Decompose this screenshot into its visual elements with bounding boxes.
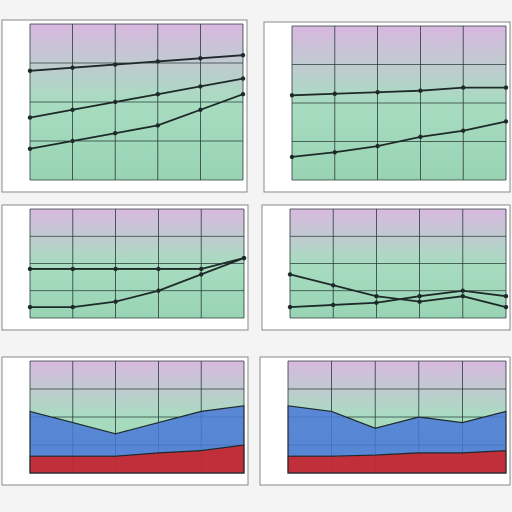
point xyxy=(461,128,466,133)
point xyxy=(155,92,160,97)
point xyxy=(27,266,33,272)
point xyxy=(418,134,423,140)
point xyxy=(503,85,509,90)
point xyxy=(331,302,336,308)
point xyxy=(289,154,295,160)
area xyxy=(29,444,245,474)
line xyxy=(289,289,507,308)
line xyxy=(29,77,244,119)
point xyxy=(417,299,422,304)
point xyxy=(27,68,33,74)
point xyxy=(70,65,75,70)
point xyxy=(198,56,203,61)
point xyxy=(374,294,379,299)
point xyxy=(332,91,337,96)
point xyxy=(241,255,247,261)
point xyxy=(198,84,203,89)
point xyxy=(375,90,380,95)
point xyxy=(27,146,33,151)
point xyxy=(418,88,423,93)
point xyxy=(199,266,204,272)
point xyxy=(287,272,293,277)
point xyxy=(156,288,161,293)
point xyxy=(240,92,246,97)
point xyxy=(240,53,246,58)
point xyxy=(198,107,203,113)
point xyxy=(460,294,465,299)
point xyxy=(374,300,379,305)
line xyxy=(29,93,244,150)
line xyxy=(291,120,507,158)
point xyxy=(375,143,380,149)
point xyxy=(289,93,295,98)
line xyxy=(291,86,506,97)
point xyxy=(70,138,75,144)
point xyxy=(503,304,509,310)
point xyxy=(27,115,33,120)
point xyxy=(113,299,118,304)
point xyxy=(70,107,75,113)
line xyxy=(30,257,245,308)
line xyxy=(30,257,245,270)
point xyxy=(27,304,33,310)
point xyxy=(155,123,160,128)
point xyxy=(156,266,161,272)
point xyxy=(70,304,76,310)
point xyxy=(113,266,118,272)
point xyxy=(503,119,509,124)
point xyxy=(199,272,204,277)
point xyxy=(70,266,76,272)
point xyxy=(113,62,118,67)
point xyxy=(240,76,246,81)
point xyxy=(417,294,422,299)
point xyxy=(332,150,337,155)
point xyxy=(155,59,160,64)
point xyxy=(503,294,509,299)
line xyxy=(29,54,244,72)
point xyxy=(287,304,293,310)
point xyxy=(113,131,118,136)
point xyxy=(113,99,118,105)
point xyxy=(460,288,465,293)
point xyxy=(461,85,466,90)
point xyxy=(331,283,336,288)
area xyxy=(287,449,507,474)
